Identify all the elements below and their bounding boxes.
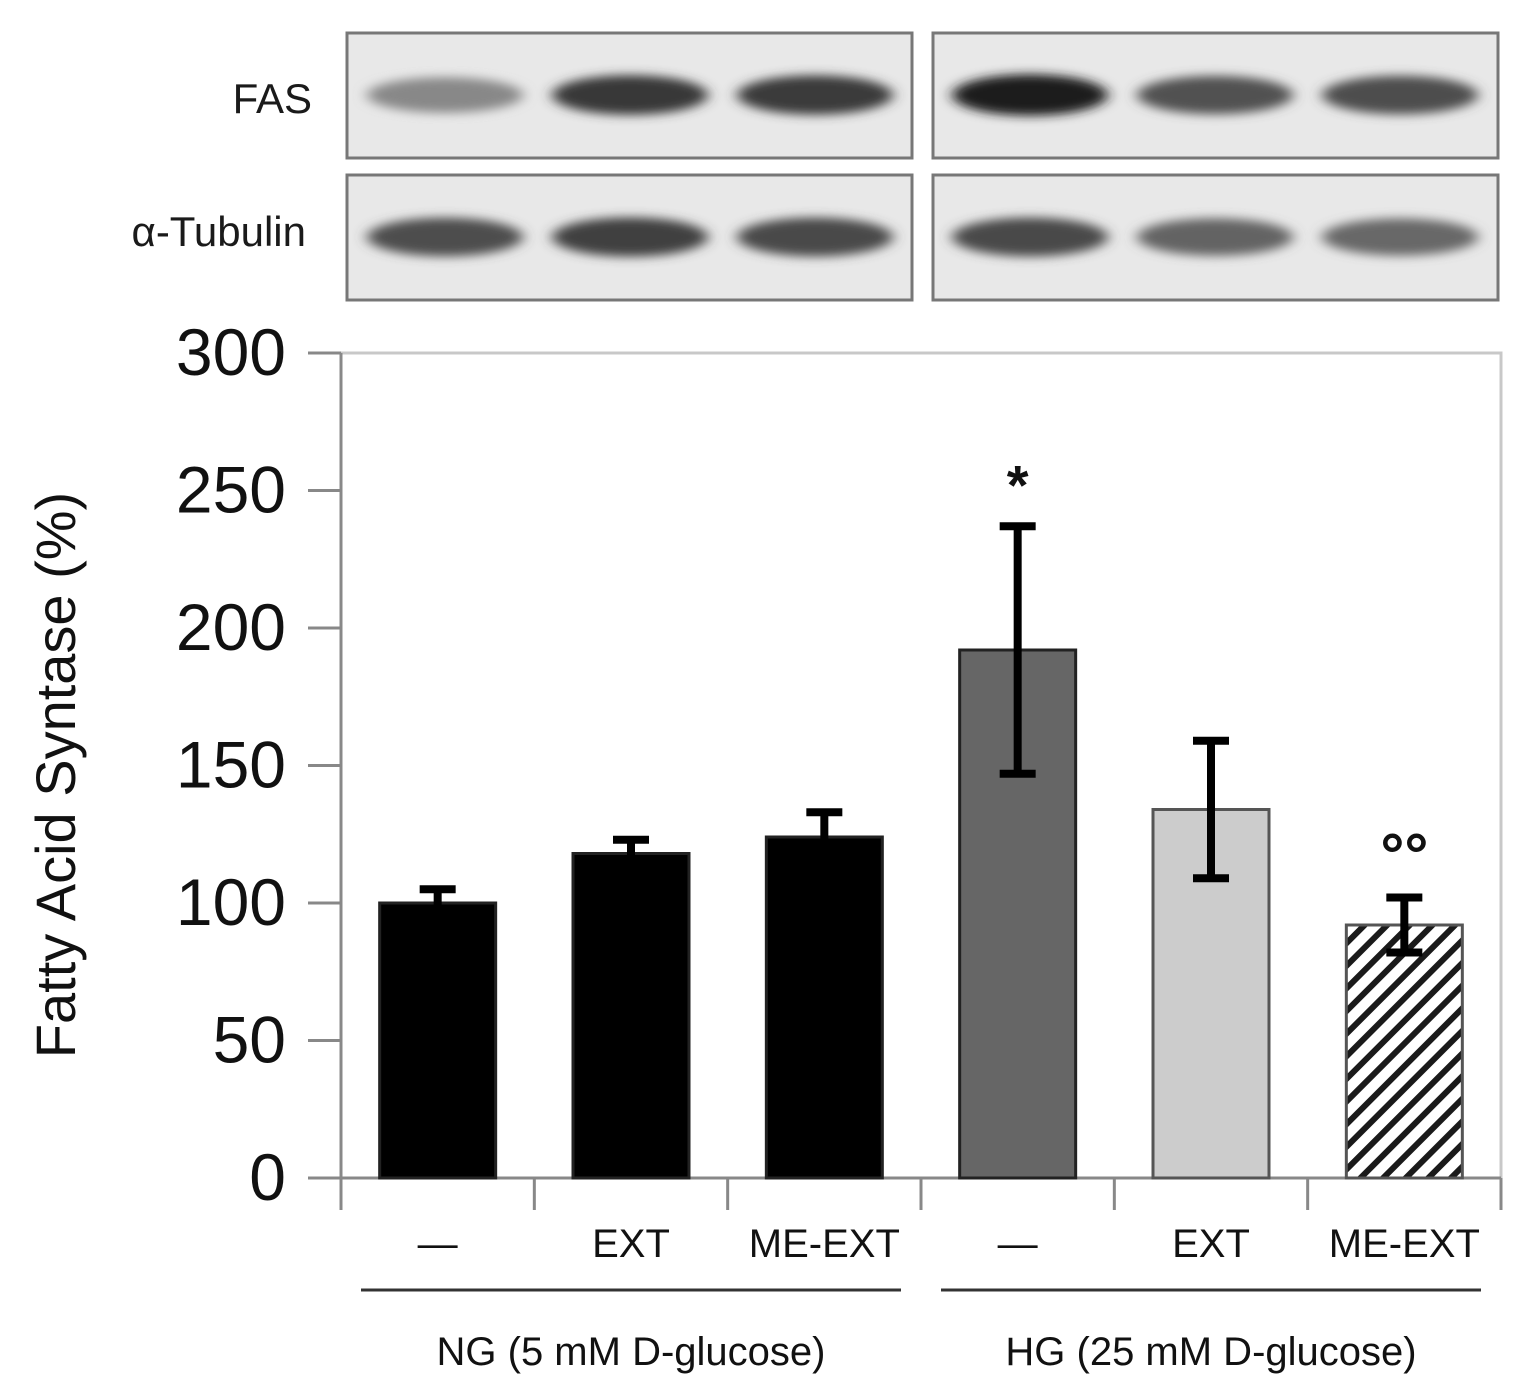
x-tick-label: EXT: [1172, 1222, 1250, 1266]
blot-band: [1137, 75, 1293, 115]
group-labels: NG (5 mM D-glucose) HG (25 mM D-glucose): [361, 1288, 1481, 1374]
bar: [378, 901, 498, 1180]
blot-band: [737, 75, 893, 115]
blot-band: [1322, 218, 1478, 256]
y-tick-label: 250: [176, 453, 286, 527]
blot-band: [952, 74, 1108, 116]
error-bar: [999, 522, 1036, 778]
y-axis-label: Fatty Acid Syntase (%): [24, 492, 87, 1058]
x-tick-label: EXT: [592, 1222, 670, 1266]
error-bar: [1386, 893, 1423, 957]
annotations: * °°: [1007, 453, 1429, 888]
y-tick-label: 150: [176, 728, 286, 802]
blot-band: [367, 77, 523, 113]
blot-band: [367, 217, 523, 257]
y-tick-label: 100: [176, 865, 286, 939]
blot-band: [737, 217, 893, 257]
y-tick-label: 0: [249, 1140, 286, 1214]
error-bar: [1193, 736, 1229, 883]
y-axis: 0 50 100 150 200 250 300: [176, 315, 343, 1214]
y-tick-label: 50: [213, 1003, 286, 1077]
error-bar: [419, 885, 456, 921]
x-tick-label: ME-EXT: [749, 1222, 900, 1266]
blot-panel-ng: [345, 31, 914, 302]
blot-bands: [367, 74, 1478, 257]
bars: [378, 648, 1464, 1180]
western-blot: FAS α-Tubulin: [132, 31, 1500, 302]
blot-band: [1322, 75, 1478, 115]
bar: [764, 835, 884, 1180]
bar: [571, 852, 691, 1180]
group-label: HG (25 mM D-glucose): [1005, 1330, 1416, 1374]
error-bars: [419, 522, 1423, 957]
y-tick-label: 200: [176, 590, 286, 664]
bar-chart: Fatty Acid Syntase (%) 0 50 100 150 200 250 30…: [24, 315, 1503, 1374]
blot-panel-hg: [931, 31, 1500, 302]
blot-label-fas: FAS: [233, 75, 312, 122]
significance-marker: °°: [1380, 822, 1428, 889]
blot-band: [1137, 218, 1293, 256]
bar: [1344, 923, 1464, 1180]
error-bar: [806, 808, 843, 866]
blot-band: [552, 217, 708, 257]
group-label: NG (5 mM D-glucose): [437, 1330, 826, 1374]
y-tick-label: 300: [176, 315, 286, 389]
x-tick-label: —: [418, 1222, 458, 1266]
blot-band: [952, 217, 1108, 257]
blot-label-tubulin: α-Tubulin: [132, 208, 306, 255]
plot-frame: [339, 351, 1503, 1180]
significance-marker: *: [1007, 453, 1029, 516]
error-bar: [613, 835, 649, 872]
x-tick-label: —: [998, 1222, 1038, 1266]
x-axis: — EXT ME-EXT — EXT ME-EXT: [339, 1176, 1503, 1266]
blot-band: [552, 75, 708, 115]
x-tick-label: ME-EXT: [1329, 1222, 1480, 1266]
